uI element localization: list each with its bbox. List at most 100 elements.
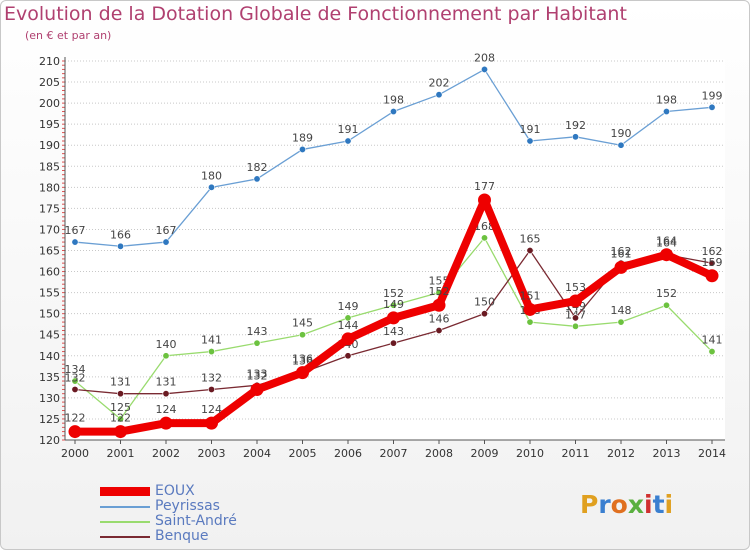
data-label-eoux: 177 xyxy=(474,180,495,193)
data-label-benque: 133 xyxy=(247,367,268,380)
data-point-benque xyxy=(435,327,443,335)
legend-item-peyrissas: Peyrissas xyxy=(100,498,300,514)
legend-item-saint-andre: Saint-André xyxy=(100,513,300,529)
data-point-saint-andr- xyxy=(208,348,216,356)
data-point-peyrissas xyxy=(389,108,397,116)
y-tick-label: 150 xyxy=(39,308,60,321)
data-label-peyrissas: 198 xyxy=(656,94,677,107)
data-label-saint-andr-: 140 xyxy=(156,338,177,351)
logo-letter: x xyxy=(627,490,644,519)
data-label-peyrissas: 199 xyxy=(702,89,723,102)
data-label-eoux: 132 xyxy=(247,369,268,382)
data-label-saint-andr-: 168 xyxy=(474,220,495,233)
data-label-eoux: 149 xyxy=(383,298,404,311)
data-label-benque: 143 xyxy=(383,325,404,338)
data-label-saint-andr-: 141 xyxy=(201,334,222,347)
data-point-peyrissas xyxy=(526,137,534,145)
data-point-benque xyxy=(208,385,216,393)
data-point-peyrissas xyxy=(298,145,306,153)
y-tick-label: 140 xyxy=(39,350,60,363)
data-label-peyrissas: 192 xyxy=(565,119,586,132)
data-point-eoux xyxy=(660,248,673,262)
data-point-eoux xyxy=(296,366,309,380)
y-tick-label: 185 xyxy=(39,160,60,173)
data-label-eoux: 164 xyxy=(656,235,677,248)
chart-subtitle: (en € et par an) xyxy=(25,29,112,42)
legend-label-saint-andre: Saint-André xyxy=(155,513,237,529)
y-tick-label: 175 xyxy=(39,202,60,215)
y-tick-label: 130 xyxy=(39,392,60,405)
data-point-benque xyxy=(71,385,79,393)
data-point-eoux xyxy=(250,382,264,396)
data-label-peyrissas: 167 xyxy=(156,224,177,237)
data-label-peyrissas: 167 xyxy=(65,224,86,237)
y-tick-label: 155 xyxy=(39,287,60,300)
chart-title: Evolution de la Dotation Globale de Fonc… xyxy=(4,3,627,25)
data-point-eoux xyxy=(523,302,537,316)
data-point-benque xyxy=(162,390,170,398)
data-label-benque: 164 xyxy=(656,237,677,250)
y-tick-label: 135 xyxy=(39,371,60,384)
y-tick-label: 210 xyxy=(39,55,60,68)
data-label-eoux: 151 xyxy=(520,289,541,302)
data-label-peyrissas: 189 xyxy=(292,131,313,144)
data-point-eoux xyxy=(159,416,173,430)
logo-letter: i xyxy=(664,490,674,519)
x-tick-label: 2010 xyxy=(516,447,544,460)
data-label-eoux: 152 xyxy=(429,285,450,298)
x-tick-label: 2003 xyxy=(198,447,226,460)
data-label-eoux: 159 xyxy=(702,256,723,269)
data-label-benque: 162 xyxy=(702,245,723,258)
y-tick-label: 205 xyxy=(39,76,60,89)
x-tick-label: 2014 xyxy=(698,447,726,460)
data-label-saint-andr-: 134 xyxy=(65,363,86,376)
data-point-eoux xyxy=(341,332,355,346)
data-point-peyrissas xyxy=(71,238,79,246)
data-label-benque: 150 xyxy=(474,296,495,309)
data-point-benque xyxy=(708,259,716,267)
data-point-eoux xyxy=(478,193,491,207)
data-label-saint-andr-: 125 xyxy=(110,401,131,414)
data-label-benque: 146 xyxy=(429,313,450,326)
data-point-peyrissas xyxy=(571,133,579,141)
data-label-peyrissas: 191 xyxy=(338,123,359,136)
x-tick-label: 2004 xyxy=(243,447,271,460)
x-tick-label: 2007 xyxy=(380,447,408,460)
y-tick-label: 190 xyxy=(39,139,60,152)
data-point-peyrissas xyxy=(162,238,170,246)
data-label-saint-andr-: 148 xyxy=(611,304,632,317)
data-point-eoux xyxy=(205,416,218,430)
data-point-saint-andr- xyxy=(253,339,261,347)
logo-letter: i xyxy=(644,490,653,519)
data-label-saint-andr-: 152 xyxy=(656,287,677,300)
data-point-peyrissas xyxy=(662,108,670,116)
data-point-peyrissas xyxy=(708,103,716,111)
data-point-eoux xyxy=(68,425,82,439)
logo-letter: P xyxy=(580,490,599,519)
data-label-benque: 131 xyxy=(156,376,177,389)
x-tick-label: 2008 xyxy=(425,447,453,460)
data-point-benque xyxy=(117,390,125,398)
data-label-saint-andr-: 141 xyxy=(702,334,723,347)
data-point-saint-andr- xyxy=(162,352,170,360)
data-point-eoux xyxy=(114,425,127,439)
data-label-saint-andr-: 149 xyxy=(338,300,359,313)
legend-label-eoux: EOUX xyxy=(155,483,195,499)
data-point-peyrissas xyxy=(208,183,216,191)
data-label-peyrissas: 198 xyxy=(383,94,404,107)
proxiti-logo: Proxiti xyxy=(580,490,673,519)
data-label-peyrissas: 166 xyxy=(110,228,131,241)
x-tick-label: 2006 xyxy=(334,447,362,460)
y-tick-label: 180 xyxy=(39,181,60,194)
data-point-peyrissas xyxy=(435,91,443,99)
x-tick-label: 2000 xyxy=(61,447,89,460)
legend-swatch-benque xyxy=(100,536,150,538)
data-point-benque xyxy=(526,247,534,255)
data-label-eoux: 136 xyxy=(292,353,313,366)
legend-swatch-saint-andre xyxy=(100,521,150,523)
legend-swatch-peyrissas xyxy=(100,506,150,508)
data-point-saint-andr- xyxy=(71,377,79,385)
data-label-peyrissas: 191 xyxy=(520,123,541,136)
data-point-peyrissas xyxy=(617,141,625,149)
data-label-eoux: 144 xyxy=(338,319,359,332)
